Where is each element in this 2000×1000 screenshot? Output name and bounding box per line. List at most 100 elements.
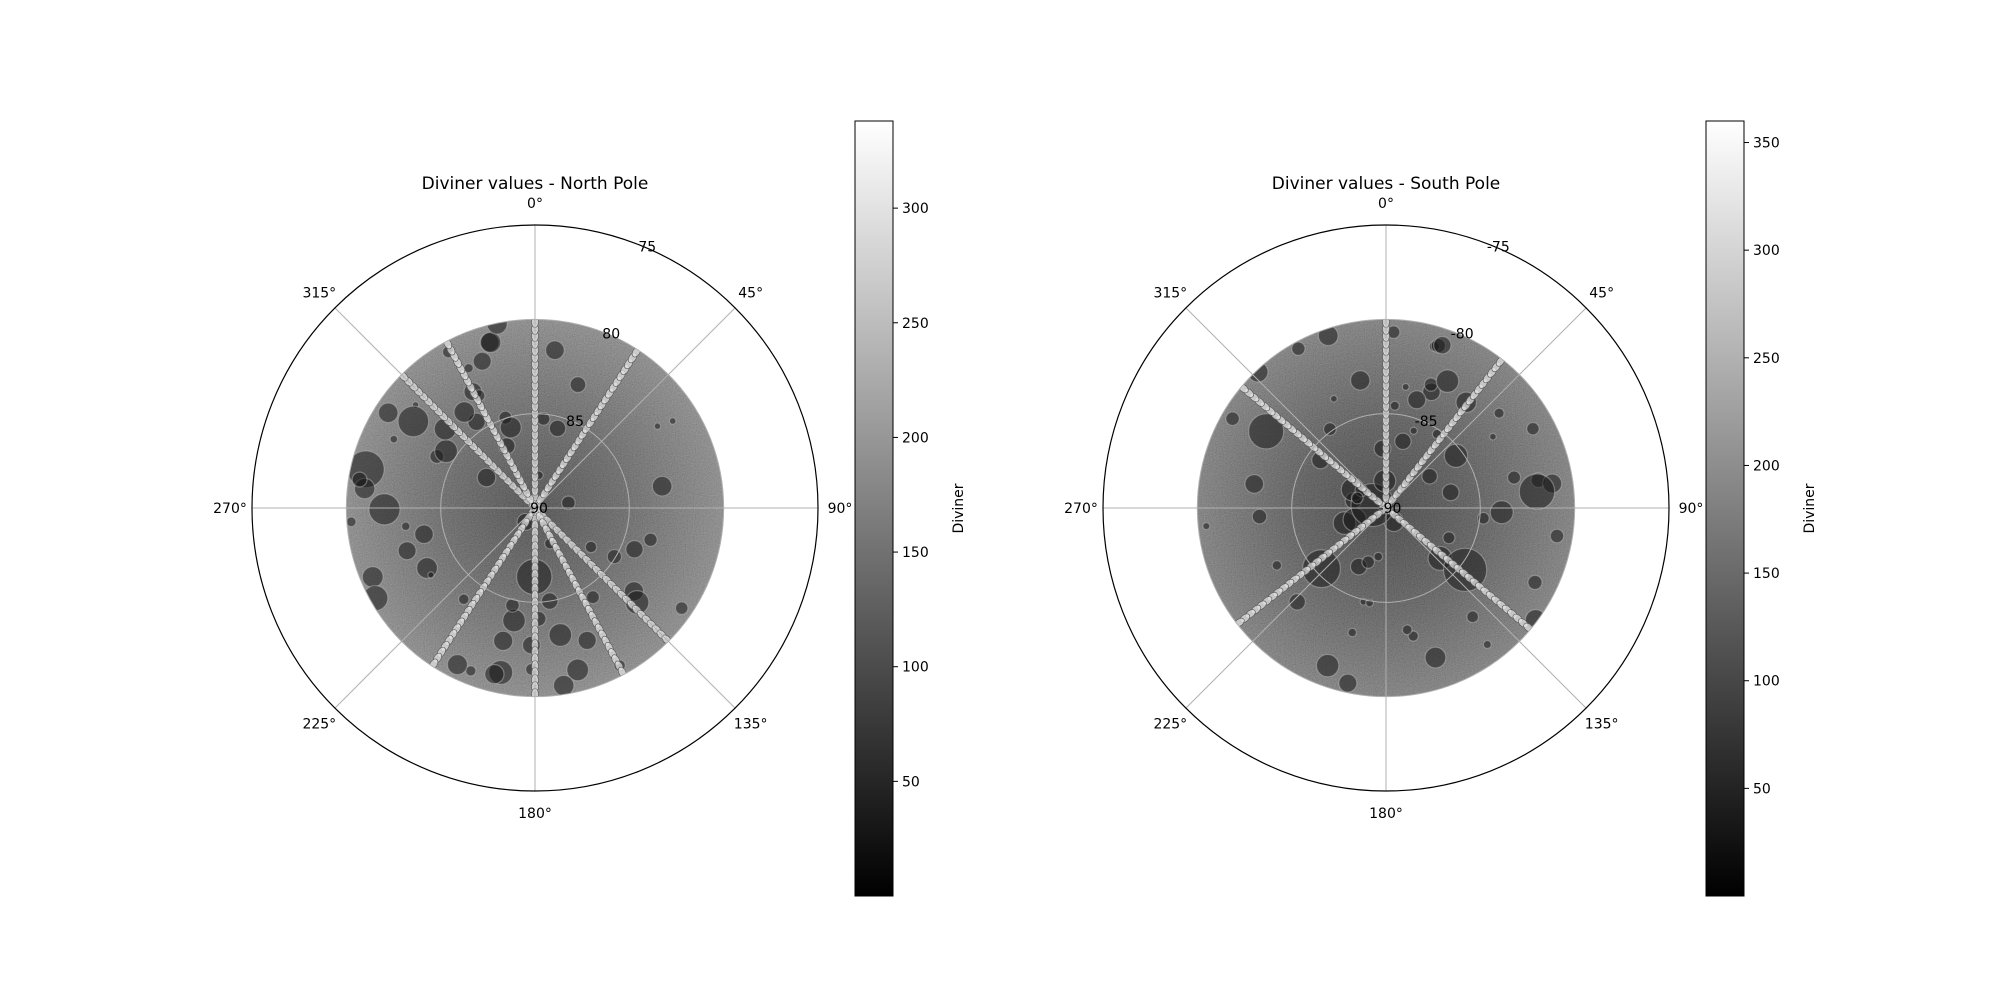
crater bbox=[1407, 390, 1427, 410]
crater bbox=[1244, 474, 1265, 494]
crater bbox=[457, 593, 470, 606]
angle-tick-label: 0° bbox=[527, 196, 543, 212]
crater bbox=[1350, 491, 1364, 505]
colorbar-tick-label: 250 bbox=[1753, 351, 1780, 367]
polar-panel-north: 0° 45° 90° 135° 180° 225° 270° 315° 75 80 85 90 Divi… bbox=[213, 120, 967, 897]
colorbar-tick-label: 200 bbox=[902, 430, 929, 446]
crater bbox=[1489, 432, 1497, 441]
angle-tick-label: 135° bbox=[1585, 717, 1619, 733]
crater bbox=[1347, 627, 1358, 638]
colorbar-tick-label: 150 bbox=[1753, 566, 1780, 582]
radial-tick-label: 85 bbox=[566, 414, 584, 430]
crater bbox=[674, 601, 689, 615]
crater bbox=[653, 422, 662, 430]
radial-tick-label: -85 bbox=[1415, 414, 1438, 430]
crater bbox=[1271, 560, 1283, 571]
crater bbox=[400, 521, 411, 532]
crater bbox=[1389, 400, 1400, 411]
crater bbox=[479, 331, 502, 354]
crater bbox=[502, 608, 526, 633]
angular-gridline bbox=[1185, 307, 1387, 509]
crater bbox=[446, 654, 469, 676]
colorbar-tick-label: 100 bbox=[1753, 674, 1780, 690]
crater bbox=[1247, 361, 1269, 383]
chart-title: Diviner values - North Pole bbox=[422, 174, 649, 194]
radial-tick-label: -80 bbox=[1451, 327, 1474, 343]
crater bbox=[397, 405, 430, 438]
radial-tick-label: -90 bbox=[1379, 501, 1402, 517]
chart-title: Diviner values - South Pole bbox=[1272, 174, 1501, 194]
crater bbox=[1323, 422, 1337, 437]
colorbar-tick-label: 50 bbox=[1753, 781, 1771, 797]
crater bbox=[1518, 473, 1556, 510]
angular-gridline bbox=[334, 507, 536, 709]
crater bbox=[1433, 335, 1452, 355]
angle-tick-label: 315° bbox=[302, 285, 336, 301]
crater bbox=[1315, 653, 1340, 678]
crater bbox=[584, 540, 598, 554]
crater bbox=[577, 630, 597, 651]
crater bbox=[1493, 407, 1505, 419]
angle-tick-label: 180° bbox=[518, 806, 552, 822]
crater bbox=[361, 566, 384, 588]
colorbar-tick-label: 50 bbox=[902, 774, 920, 790]
radial-tick-label: 75 bbox=[638, 240, 656, 256]
crater bbox=[566, 658, 590, 682]
crater bbox=[1506, 470, 1522, 485]
crater bbox=[389, 434, 399, 444]
angular-gridline bbox=[1185, 507, 1387, 709]
polar-frame bbox=[251, 224, 819, 792]
crater bbox=[668, 417, 677, 425]
crater bbox=[1401, 382, 1410, 391]
crater bbox=[1202, 522, 1211, 531]
crater bbox=[1424, 646, 1447, 669]
colorbar-gradient bbox=[854, 120, 894, 897]
crater bbox=[362, 585, 389, 612]
crater bbox=[1527, 574, 1543, 591]
crater bbox=[427, 571, 435, 579]
crater bbox=[548, 623, 573, 647]
angle-tick-label: 45° bbox=[738, 285, 763, 301]
angular-gridline bbox=[534, 307, 736, 509]
crater bbox=[368, 493, 401, 526]
crater bbox=[1338, 673, 1358, 693]
crater bbox=[606, 548, 623, 565]
crater bbox=[397, 541, 417, 561]
radial-gridline bbox=[345, 318, 725, 698]
crater bbox=[625, 540, 644, 559]
crater bbox=[1441, 483, 1460, 502]
radial-gridline bbox=[1196, 318, 1576, 698]
crater bbox=[1423, 377, 1439, 392]
crater bbox=[346, 516, 357, 528]
angle-tick-label: 225° bbox=[1153, 717, 1187, 733]
polar-frame bbox=[1102, 224, 1670, 792]
crater bbox=[544, 340, 565, 361]
angular-gridline bbox=[534, 507, 736, 709]
angle-tick-label: 90° bbox=[828, 501, 853, 517]
crater bbox=[569, 376, 587, 394]
angle-tick-label: 45° bbox=[1589, 285, 1614, 301]
crater bbox=[1251, 508, 1268, 525]
angular-gridline bbox=[1385, 507, 1587, 709]
crater bbox=[1373, 551, 1384, 562]
crater bbox=[1361, 555, 1376, 570]
colorbar-tick-label: 200 bbox=[1753, 458, 1780, 474]
colorbar-label: Diviner bbox=[1802, 483, 1818, 533]
crater bbox=[643, 532, 658, 547]
crater bbox=[1291, 341, 1306, 356]
crater bbox=[1394, 432, 1412, 451]
crater bbox=[1482, 639, 1492, 650]
angle-tick-label: 0° bbox=[1378, 196, 1394, 212]
colorbar-tick-label: 250 bbox=[902, 316, 929, 332]
crater bbox=[561, 495, 576, 511]
crater bbox=[1549, 528, 1565, 544]
colorbar: 50 100 150 200 250 300 Diviner bbox=[854, 120, 967, 897]
polar-panel-south: 0° 45° 90° 135° 180° 225° 270° 315° -75 -80 -85 -90… bbox=[1064, 120, 1818, 897]
crater bbox=[453, 401, 476, 423]
angular-gridline bbox=[1385, 307, 1587, 509]
colorbar-tick-label: 150 bbox=[902, 545, 929, 561]
radial-gridline bbox=[1291, 413, 1481, 603]
crater bbox=[377, 402, 399, 424]
crater bbox=[1489, 500, 1514, 525]
